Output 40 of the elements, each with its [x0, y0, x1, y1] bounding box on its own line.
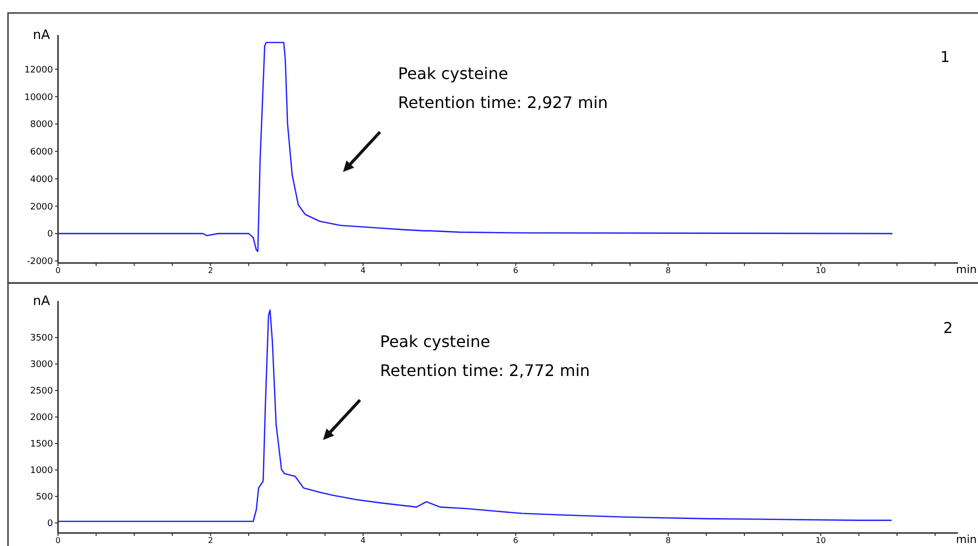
y-tick-label: 1500: [30, 440, 54, 450]
annotation: Peak cysteine: [380, 332, 490, 351]
x-tick-label: 4: [360, 536, 366, 545]
x-tick-label: 8: [666, 266, 671, 275]
x-tick-label: 8: [666, 536, 671, 545]
x-tick-label: 4: [360, 266, 366, 275]
y-axis-title: nA: [32, 294, 50, 309]
x-tick-label: 2: [208, 266, 214, 275]
x-tick-label: 10: [816, 536, 826, 545]
y-tick-label: -2000: [26, 257, 54, 268]
x-tick-label: 0: [55, 536, 61, 545]
annotation: Peak cysteine: [398, 64, 508, 83]
annotation: Retention time: 2,927 min: [398, 93, 608, 112]
y-tick-label: 4000: [30, 174, 54, 185]
x-tick-label: 6: [513, 266, 518, 275]
x-tick-label: 10: [816, 266, 826, 275]
annotation: Retention time: 2,772 min: [380, 361, 590, 380]
y-tick-label: 3000: [30, 360, 54, 370]
y-tick-label: 2500: [30, 386, 54, 397]
y-tick-label: 0: [47, 519, 54, 530]
y-axis-title: nA: [32, 28, 50, 43]
y-tick-label: 6000: [30, 148, 54, 158]
y-tick-label: 500: [36, 492, 54, 503]
y-tick-label: 2000: [30, 413, 54, 424]
y-tick-label: 0: [47, 230, 54, 240]
line-series: [57, 309, 892, 522]
annotation: 2: [943, 319, 953, 337]
x-tick-label: 0: [55, 266, 61, 275]
x-axis-title: min: [956, 263, 977, 276]
y-tick-label: 10000: [24, 92, 54, 103]
y-tick-label: 3500: [30, 334, 54, 344]
annotation: 1: [940, 48, 950, 66]
y-tick-label: 1000: [30, 466, 54, 476]
y-tick-label: 8000: [30, 120, 54, 130]
x-tick-label: 6: [513, 536, 518, 545]
y-tick-label: 2000: [30, 202, 54, 212]
x-axis-title: min: [956, 533, 977, 546]
x-tick-label: 2: [208, 536, 214, 545]
line-series: [57, 42, 894, 252]
y-tick-label: 12000: [24, 65, 54, 76]
